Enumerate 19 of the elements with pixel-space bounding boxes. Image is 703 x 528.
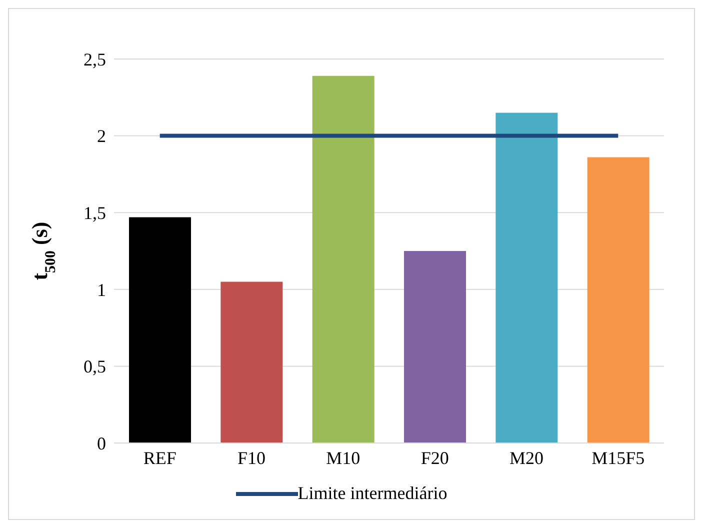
y-tick-label: 2,5 <box>84 49 106 70</box>
bar <box>404 251 466 443</box>
y-tick-label: 0,5 <box>84 356 106 377</box>
x-tick-label: M15F5 <box>592 448 645 468</box>
y-tick-label: 1,5 <box>84 202 106 223</box>
y-tick-label: 0 <box>97 433 106 454</box>
x-tick-label: F10 <box>237 448 266 468</box>
x-tick-label: M10 <box>326 448 360 468</box>
x-tick-label: REF <box>143 448 176 468</box>
bar <box>587 157 650 443</box>
y-tick-label: 2 <box>97 126 106 146</box>
x-tick-label: M20 <box>509 448 544 468</box>
y-tick-label: 1 <box>97 280 106 300</box>
legend-label: Limite intermediário <box>298 483 448 504</box>
bar <box>220 282 283 443</box>
bar <box>312 76 374 443</box>
bar <box>129 217 191 443</box>
bar <box>496 112 558 443</box>
x-tick-label: F20 <box>420 448 449 468</box>
